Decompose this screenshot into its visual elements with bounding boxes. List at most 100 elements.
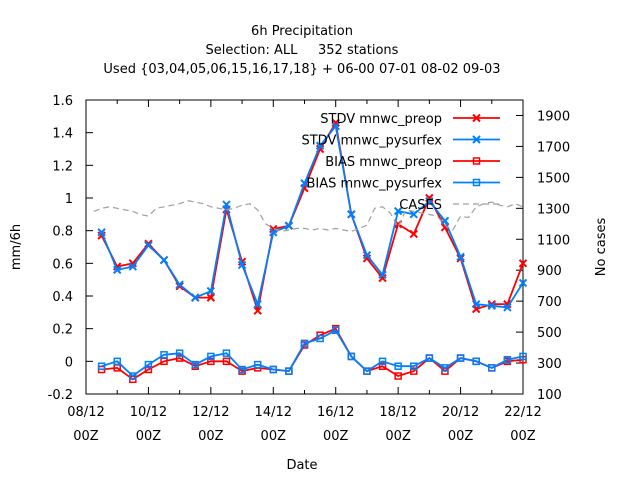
data-point: [503, 355, 512, 364]
data-point: [487, 301, 496, 311]
y-axis: -0.2 0 0.2 0.4 0.6 0.8 1 1.2 1.4 1.6: [48, 94, 93, 403]
data-point: [456, 252, 465, 262]
data-point: [238, 365, 246, 374]
data-point: [284, 221, 294, 230]
legend-label: CASES: [399, 198, 442, 213]
data-point: [519, 352, 527, 361]
data-point: [191, 360, 199, 369]
data-point: [378, 362, 387, 370]
data-point: [269, 365, 278, 374]
data-point: [425, 197, 434, 206]
data-point: [410, 367, 418, 375]
data-point: [378, 357, 387, 366]
x-tick-label-time: 00Z: [198, 429, 224, 444]
legend-marker: [472, 135, 481, 144]
data-point: [425, 354, 434, 362]
data-point: [518, 259, 528, 268]
data-point: [175, 280, 184, 289]
data-point: [347, 210, 356, 219]
series-line: [101, 329, 524, 378]
title-line-3: Used {03,04,05,06,15,16,17,18} + 06-00 0…: [103, 62, 500, 77]
x-tick-label: 10/12: [130, 405, 167, 420]
data-point: [393, 206, 403, 216]
y2-tick-label: 300: [537, 357, 562, 372]
y-tick-label: 0.2: [52, 323, 73, 338]
x-tick-label: 18/12: [379, 405, 416, 420]
data-point: [378, 270, 387, 279]
data-point: [331, 326, 340, 335]
y2-tick-label: 1700: [537, 140, 570, 155]
y2-tick-label: 900: [537, 264, 562, 279]
series-stdv-mnwc_pysurfex: [97, 121, 528, 312]
data-point: [207, 357, 215, 366]
y2-tick-label: 700: [537, 295, 562, 310]
y-tick-label: 0: [65, 355, 73, 370]
data-point: [128, 262, 138, 271]
data-point: [222, 357, 231, 366]
y-tick-label: 1.6: [52, 94, 73, 109]
series-bias-mnwc_pysurfex: [97, 326, 527, 380]
data-point: [440, 216, 450, 226]
data-point: [409, 229, 418, 239]
data-point: [488, 364, 496, 372]
x-axis-label: Date: [286, 458, 317, 473]
legend-marker: [472, 157, 481, 165]
y2-tick-label: 1300: [537, 202, 570, 217]
data-point: [300, 179, 309, 188]
data-point: [113, 357, 121, 366]
data-point: [207, 352, 215, 361]
legend-label: STDV mnwc_pysurfex: [301, 134, 442, 149]
data-point: [410, 362, 418, 370]
data-point: [144, 239, 153, 248]
data-point: [363, 367, 371, 375]
data-point: [191, 293, 200, 302]
chart-title: 6h Precipitation Selection: ALL 352 stat…: [103, 24, 500, 77]
y2-tick-label: 1900: [537, 109, 570, 124]
legend-marker: [472, 113, 481, 123]
series-line: [100, 123, 524, 309]
data-point: [113, 265, 122, 275]
x-tick-label: 08/12: [67, 405, 104, 420]
y-tick-label: 1.2: [52, 159, 73, 174]
data-point: [175, 281, 184, 291]
data-point: [253, 299, 262, 309]
data-point: [471, 299, 481, 309]
x-axis: 08/12 00Z 10/12 00Z 12/12 00Z 14/12 00Z 16/12 00Z…: [67, 100, 542, 444]
y2-tick-label: 500: [537, 326, 562, 341]
data-point: [518, 278, 528, 288]
legend-label: BIAS mnwc_pysurfex: [306, 177, 442, 192]
data-point: [441, 364, 449, 372]
y-tick-label: 0.8: [52, 225, 73, 240]
data-point: [206, 286, 216, 296]
data-point: [253, 306, 262, 315]
data-point: [97, 362, 106, 370]
x-tick-label: 16/12: [317, 405, 354, 420]
y-tick-label: 1.4: [52, 127, 73, 142]
y2-tick-label: 1500: [537, 171, 570, 186]
series-layer: [93, 118, 528, 384]
data-point: [472, 357, 480, 366]
x-tick-label-time: 00Z: [323, 429, 349, 444]
data-point: [347, 352, 356, 361]
x-tick-label-time: 00Z: [448, 429, 474, 444]
data-point: [144, 365, 153, 374]
series-stdv-mnwc_preop: [97, 118, 528, 315]
data-point: [144, 241, 153, 250]
data-point: [97, 228, 106, 237]
x-tick-label-time: 00Z: [261, 429, 287, 444]
x-tick-label-time: 00Z: [510, 429, 536, 444]
x-tick-label-time: 00Z: [385, 429, 411, 444]
data-point: [129, 372, 137, 380]
data-point: [206, 293, 216, 302]
data-point: [253, 360, 262, 369]
data-point: [285, 367, 293, 375]
legend-label: STDV mnwc_preop: [320, 112, 442, 127]
x-tick-label: 12/12: [192, 405, 229, 420]
y-tick-label: 1: [65, 192, 73, 207]
data-point: [144, 360, 153, 369]
x-tick-label: 22/12: [504, 405, 541, 420]
x-tick-label: 14/12: [255, 405, 292, 420]
data-point: [362, 250, 372, 260]
data-point: [159, 255, 169, 265]
